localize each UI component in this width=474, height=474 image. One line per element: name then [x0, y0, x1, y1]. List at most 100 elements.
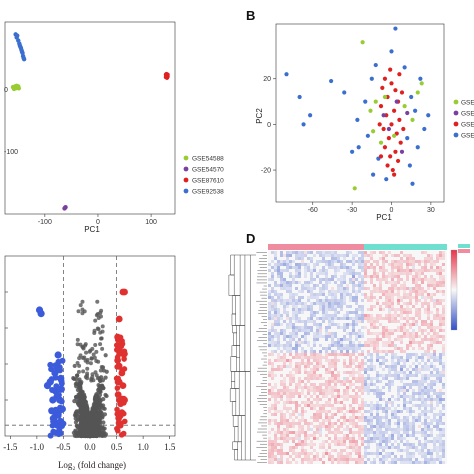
heatmap-cell	[307, 362, 310, 365]
heatmap-cell	[367, 383, 370, 386]
heatmap-cell	[268, 311, 271, 314]
heatmap-cell	[442, 455, 445, 458]
heatmap-cell	[427, 389, 430, 392]
heatmap-cell	[307, 266, 310, 269]
heatmap-cell	[283, 383, 286, 386]
heatmap-cell	[295, 431, 298, 434]
heatmap-cell	[388, 368, 391, 371]
heatmap-cell	[427, 395, 430, 398]
heatmap-cell	[331, 257, 334, 260]
heatmap-cell	[337, 437, 340, 440]
heatmap-cell	[379, 446, 382, 449]
heatmap-cell	[316, 398, 319, 401]
heatmap-cell	[433, 314, 436, 317]
heatmap-cell	[370, 305, 373, 308]
heatmap-cell	[328, 335, 331, 338]
panel-letter-b: B	[246, 8, 255, 23]
heatmap-cell	[319, 389, 322, 392]
heatmap-cell	[271, 449, 274, 452]
heatmap-cell	[304, 281, 307, 284]
heatmap-cell	[424, 434, 427, 437]
heatmap-cell	[367, 431, 370, 434]
heatmap-cell	[400, 257, 403, 260]
heatmap-cell	[439, 269, 442, 272]
pca-b-point	[388, 154, 393, 159]
heatmap-cell	[391, 341, 394, 344]
heatmap-cell	[391, 374, 394, 377]
heatmap-cell	[409, 326, 412, 329]
volcano-point-down	[60, 420, 67, 427]
heatmap-cell	[367, 365, 370, 368]
heatmap-cell	[319, 272, 322, 275]
pca-b-point	[350, 149, 355, 154]
heatmap-cell	[289, 251, 292, 254]
pca-b-legend-swatch	[453, 132, 459, 138]
heatmap-cell	[406, 443, 409, 446]
heatmap-cell	[430, 422, 433, 425]
heatmap-cell	[343, 404, 346, 407]
heatmap-cell	[304, 341, 307, 344]
heatmap-cell	[289, 395, 292, 398]
heatmap-cell	[430, 410, 433, 413]
heatmap-cell	[412, 416, 415, 419]
heatmap-cell	[442, 383, 445, 386]
heatmap-cell	[271, 368, 274, 371]
volcano-point-up	[117, 341, 123, 348]
heatmap-cell	[322, 293, 325, 296]
heatmap-cell	[367, 332, 370, 335]
heatmap-cell	[388, 455, 391, 458]
heatmap-cell	[355, 461, 358, 464]
heatmap-cell	[316, 425, 319, 428]
heatmap-cell	[370, 332, 373, 335]
heatmap-cell	[400, 428, 403, 431]
heatmap-cell	[385, 305, 388, 308]
heatmap-cell	[346, 452, 349, 455]
volcano-point-ns	[92, 331, 97, 336]
volcano-point-ns	[103, 353, 108, 358]
heatmap-cell	[406, 446, 409, 449]
heatmap-cell	[385, 422, 388, 425]
heatmap-cell	[289, 416, 292, 419]
heatmap-cell	[328, 362, 331, 365]
heatmap-cell	[325, 278, 328, 281]
heatmap-cell	[310, 311, 313, 314]
heatmap-cell	[322, 299, 325, 302]
volcano-point-ns	[101, 368, 106, 373]
heatmap-cell	[373, 266, 376, 269]
heatmap-cell	[289, 425, 292, 428]
heatmap-cell	[298, 353, 301, 356]
heatmap-cell	[316, 335, 319, 338]
heatmap-cell	[292, 338, 295, 341]
heatmap-cell	[331, 449, 334, 452]
heatmap-cell	[418, 398, 421, 401]
heatmap-cell	[343, 254, 346, 257]
heatmap-cell	[406, 275, 409, 278]
heatmap-cell	[325, 347, 328, 350]
heatmap-cell	[325, 356, 328, 359]
heatmap-cell	[334, 386, 337, 389]
heatmap-cell	[274, 368, 277, 371]
heatmap-cell	[370, 266, 373, 269]
volcano-point-ns	[91, 352, 96, 357]
heatmap-cell	[313, 383, 316, 386]
heatmap-cell	[349, 455, 352, 458]
heatmap-cell	[313, 377, 316, 380]
heatmap-cell	[421, 266, 424, 269]
heatmap-cell	[355, 320, 358, 323]
heatmap-cell	[352, 263, 355, 266]
heatmap-cell	[436, 272, 439, 275]
volcano-point-ns	[75, 342, 80, 347]
volcano-point-ns	[84, 403, 89, 409]
heatmap-cell	[394, 272, 397, 275]
heatmap-cell	[409, 344, 412, 347]
pca-b-legend-label: GSE87610	[461, 121, 474, 128]
heatmap-cell	[430, 263, 433, 266]
pca-b-point	[385, 163, 390, 168]
heatmap-cell	[421, 398, 424, 401]
heatmap-cell	[439, 278, 442, 281]
heatmap-cell	[409, 302, 412, 305]
heatmap-cell	[313, 374, 316, 377]
heatmap-cell	[439, 266, 442, 269]
heatmap-cell	[271, 275, 274, 278]
heatmap-cell	[409, 341, 412, 344]
